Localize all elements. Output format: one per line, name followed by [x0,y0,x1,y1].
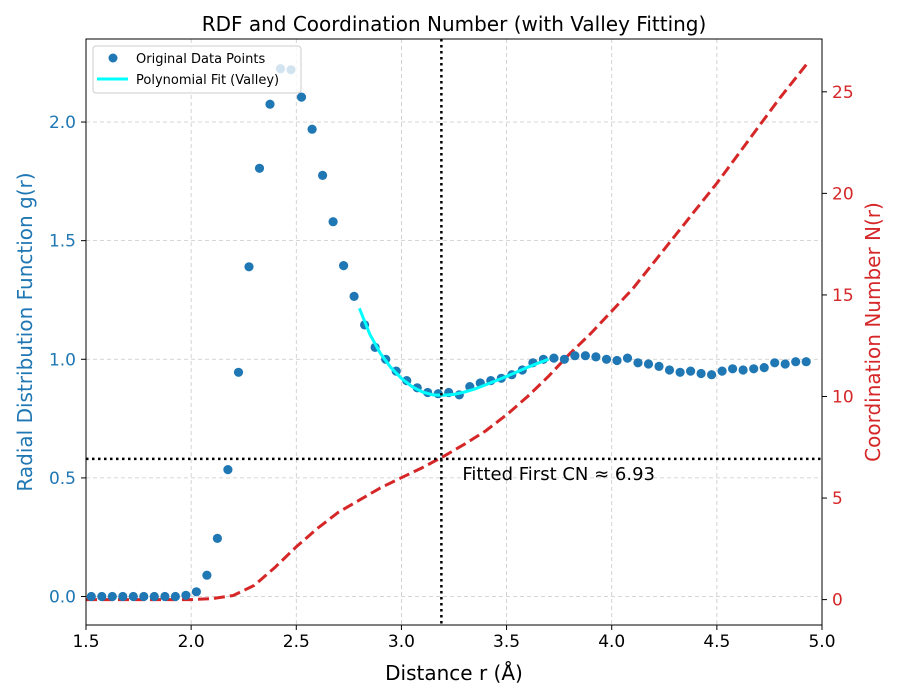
y-left-tick-label: 2.0 [49,113,76,133]
x-tick-label: 4.0 [598,632,625,652]
data-point [233,367,244,377]
grid-lines [85,39,823,625]
x-tick-label: 2.0 [178,632,205,652]
data-point [707,370,717,380]
legend: Original Data Points Polynomial Fit (Val… [92,45,302,94]
y-right-tick-label: 15 [832,286,854,306]
data-point [318,170,328,180]
y-left-axis-label: Radial Distribution Function g(r) [13,172,37,491]
x-tick-label: 2.5 [283,632,310,652]
y-left-tick-label: 0.0 [49,588,76,608]
data-point [128,591,138,602]
data-point [265,99,275,109]
y-left-tick-label: 1.0 [49,350,76,370]
y-left-tick-label: 0.5 [49,469,76,489]
data-point [149,591,159,602]
y-right-tick-label: 20 [832,184,854,204]
cn-annotation: Fitted First CN ≈ 6.93 [462,464,655,485]
data-point [570,351,580,361]
data-point [759,363,769,373]
data-point [801,357,811,367]
data-point [212,533,222,544]
data-point [170,591,180,602]
data-point [339,261,349,271]
data-point [181,590,191,600]
y-right-tick-label: 0 [832,591,843,611]
chart-title: RDF and Coordination Number (with Valley… [202,12,707,36]
x-tick-label: 3.0 [388,632,415,652]
y-right-tick-label: 25 [832,83,854,103]
legend-box [92,45,302,94]
data-point [601,354,612,364]
y-left-axis-ticks: 0.0 0.5 1.0 1.5 2.0 [49,113,86,608]
x-axis-ticks: 1.5 2.0 2.5 3.0 3.5 4.0 4.5 5.0 [72,625,836,652]
y-right-axis-label: Coordination Number N(r) [861,202,885,462]
x-tick-label: 3.5 [493,632,520,652]
legend-marker-original-points [108,53,118,63]
coordination-number-curve [86,62,809,602]
y-left-tick-label: 1.5 [49,232,76,252]
data-point [791,357,801,367]
data-point [580,351,591,361]
data-point [612,355,622,366]
data-point [160,591,170,602]
data-point [622,353,633,363]
data-point [728,364,738,374]
x-axis-label: Distance r (Å) [385,661,523,685]
data-point [254,163,265,173]
data-point [139,591,149,602]
data-point [244,262,254,272]
data-point [770,358,780,368]
plot-content [86,39,822,625]
x-tick-label: 1.5 [72,632,99,652]
plot-frame [85,38,823,626]
data-point [654,361,664,371]
data-point [738,365,748,375]
data-point [97,591,107,602]
data-point [559,354,570,364]
data-point [328,217,338,227]
data-point [717,366,727,376]
y-right-tick-label: 5 [832,489,843,509]
legend-label-polynomial-fit: Polynomial Fit (Valley) [136,73,279,88]
data-point [307,124,317,134]
y-right-axis-ticks: 0 5 10 15 20 25 [822,83,854,611]
data-point [191,587,201,597]
data-point [86,591,96,602]
data-point [675,367,685,377]
data-point [696,368,706,379]
polynomial-fit-line [358,307,550,397]
data-point [202,570,212,580]
data-point [107,591,117,602]
data-point [349,291,359,301]
data-point [296,92,307,102]
x-tick-label: 4.5 [703,632,730,652]
legend-label-original-points: Original Data Points [136,52,265,67]
data-point [118,591,128,602]
data-point [664,365,675,375]
data-point [780,359,790,369]
data-point [643,359,654,369]
x-tick-label: 5.0 [808,632,835,652]
data-point [549,353,559,363]
y-right-tick-label: 10 [832,387,854,407]
data-point [591,352,601,362]
data-point [749,364,759,374]
data-point [633,358,643,368]
data-point [686,366,696,376]
data-point [223,465,233,475]
